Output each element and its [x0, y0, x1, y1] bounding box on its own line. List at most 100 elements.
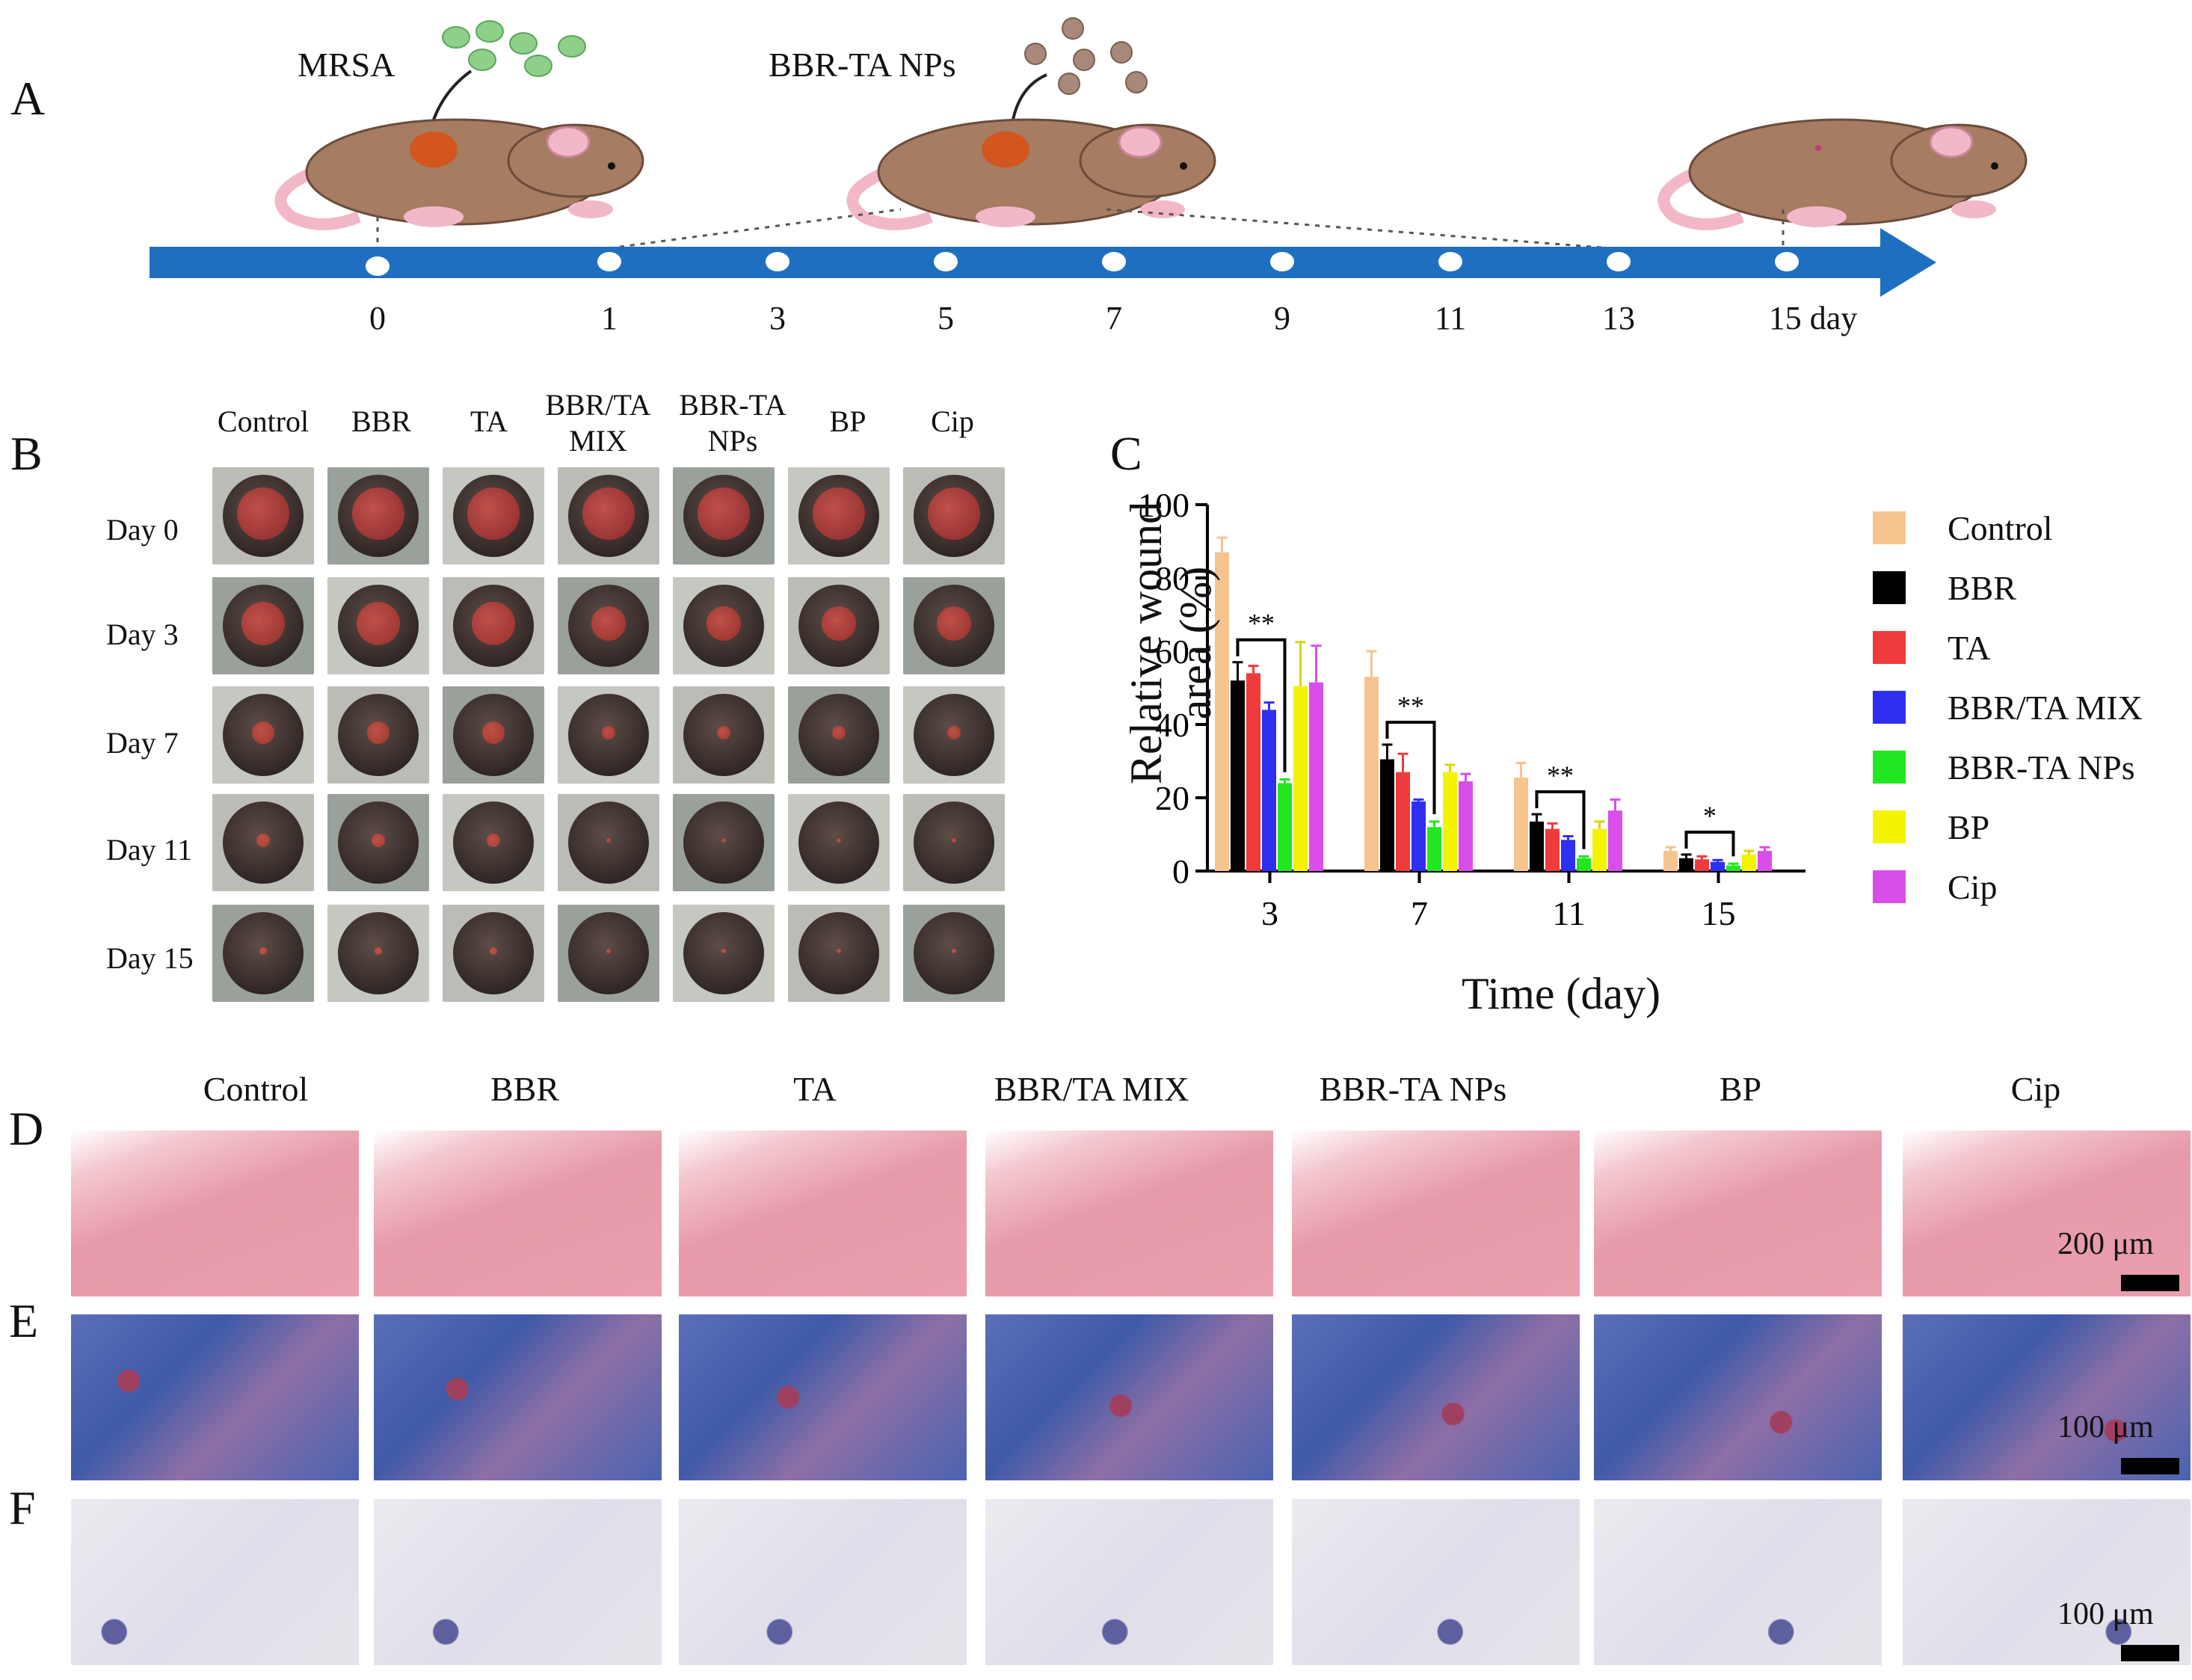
bar	[1514, 778, 1528, 871]
chart-legend: Control BBR TA BBR/TA MIX BBR-TA NPs BP …	[1873, 508, 2187, 927]
y-tick-label: 100	[1138, 486, 1189, 524]
legend-label: Control	[1948, 509, 2053, 547]
wound-photo	[788, 467, 890, 564]
histology-he-image	[1292, 1130, 1580, 1296]
legend-swatch	[1873, 691, 1906, 724]
legend-swatch	[1873, 870, 1906, 903]
wound-lesion	[717, 726, 730, 739]
bar	[1561, 840, 1575, 871]
histology-masson-image	[1292, 1314, 1580, 1480]
photo-column-label: BBR/TA MIX	[545, 388, 651, 458]
wound-lesion	[602, 726, 615, 739]
wound-photo	[212, 905, 314, 1002]
wound-photo	[327, 686, 429, 784]
wound-lesion	[832, 726, 846, 739]
significance-bracket	[1535, 790, 1586, 849]
bar	[1663, 851, 1678, 871]
wound-photo	[443, 467, 544, 564]
histology-masson-image	[1594, 1314, 1882, 1480]
day-label: 1	[601, 300, 618, 336]
y-axis-label-line2: area (%)	[1171, 566, 1220, 720]
photo-column-label: BP	[829, 404, 866, 438]
histology-column-label: BBR	[490, 1070, 560, 1108]
wound-photo	[673, 686, 775, 784]
scale-label-e: 100 μm	[2057, 1410, 2154, 1444]
day-label: 13	[1602, 300, 1635, 336]
skin-area	[798, 912, 879, 994]
photo-column-label: BBR-TA NPs	[679, 388, 786, 458]
bar	[1711, 861, 1725, 871]
wound-photo	[558, 686, 659, 784]
wound-lesion	[706, 606, 741, 641]
significance-bracket	[1684, 830, 1735, 857]
bar	[1278, 783, 1292, 871]
x-tick-label: 3	[1261, 894, 1278, 932]
histology-he-image	[1903, 1130, 2191, 1296]
wound-lesion	[256, 834, 270, 847]
photo-row-label: Day 15	[106, 941, 194, 975]
histology-he-image	[985, 1130, 1273, 1296]
significance-label: **	[1248, 609, 1275, 639]
wound-photo	[443, 686, 544, 784]
wound-photo	[673, 794, 775, 891]
panel-label-e: E	[9, 1294, 39, 1347]
wound-photo	[558, 794, 659, 891]
wound-lesion	[241, 602, 285, 645]
wound-photo	[443, 905, 544, 1002]
wound-lesion	[937, 606, 971, 641]
wound-photo	[903, 905, 1005, 1002]
wound-lesion	[375, 947, 382, 955]
legend-label: BBR-TA NPs	[1948, 748, 2135, 787]
x-axis-label: Time (day)	[1462, 969, 1661, 1018]
wound-lesion	[487, 834, 500, 847]
timeline-schematic	[150, 17, 2028, 297]
skin-area	[568, 801, 649, 884]
wound-lesion	[352, 487, 404, 540]
x-tick-label: 11	[1552, 894, 1585, 932]
wound-photo	[788, 794, 890, 891]
wound-photo	[903, 794, 1005, 891]
histology-column-label: BP	[1719, 1070, 1762, 1108]
x-tick-label: 15	[1702, 894, 1736, 932]
bar	[1262, 710, 1276, 871]
wound-photo	[673, 905, 775, 1002]
scale-bar-e	[2121, 1458, 2179, 1474]
significance-label: **	[1547, 760, 1574, 790]
nps-label: BBR-TA NPs	[769, 46, 956, 84]
panel-label-f: F	[9, 1481, 36, 1534]
photo-row-label: Day 0	[106, 513, 179, 547]
histology-he-image	[71, 1130, 359, 1296]
bar	[1427, 827, 1441, 871]
day-label: 5	[938, 300, 954, 336]
x-tick-label: 7	[1411, 894, 1428, 932]
histology-ihc-image	[374, 1499, 662, 1665]
histology-column-label: BBR/TA MIX	[994, 1070, 1189, 1108]
y-axis-label: Relative wound area (%)	[1121, 449, 1220, 837]
wound-lesion	[490, 947, 497, 955]
bar	[1608, 810, 1622, 871]
bar	[1380, 759, 1394, 871]
y-tick-label: 40	[1155, 706, 1189, 744]
histology-masson-image	[374, 1314, 662, 1480]
histology-column-label: BBR-TA NPs	[1319, 1070, 1507, 1108]
photo-column-label: Control	[217, 404, 310, 438]
wound-photo	[443, 577, 544, 674]
bar	[1695, 859, 1709, 871]
wound-photo	[212, 577, 314, 674]
histology-ihc-image	[71, 1499, 359, 1665]
bar	[1443, 772, 1457, 871]
wound-lesion	[237, 487, 289, 540]
legend-label: BBR/TA MIX	[1948, 689, 2143, 727]
wound-lesion	[372, 834, 385, 847]
wound-photo	[673, 467, 775, 564]
significance-bracket	[1385, 720, 1436, 815]
bar	[1726, 865, 1740, 871]
day-label: 0	[369, 300, 386, 336]
histology-masson-image	[985, 1314, 1273, 1480]
wound-lesion	[252, 721, 274, 744]
significance-bracket	[1236, 638, 1287, 772]
histology-he-image	[374, 1130, 662, 1296]
skin-area	[914, 912, 994, 994]
mouse-infected-icon	[274, 118, 644, 230]
